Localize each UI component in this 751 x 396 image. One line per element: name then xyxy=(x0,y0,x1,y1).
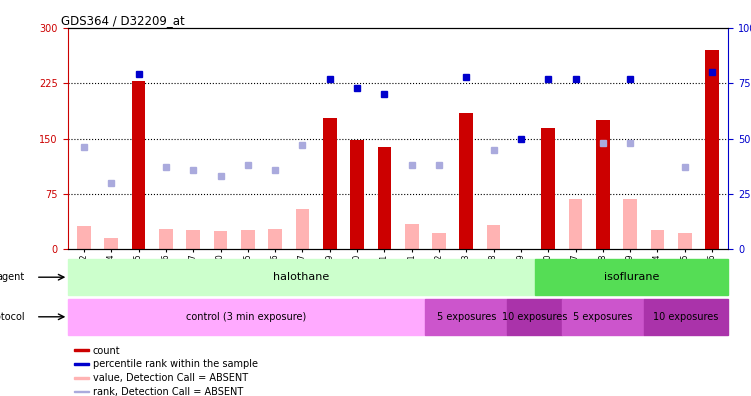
Text: value, Detection Call = ABSENT: value, Detection Call = ABSENT xyxy=(92,373,248,383)
Bar xyxy=(214,231,228,249)
Text: count: count xyxy=(92,346,120,356)
Text: percentile rank within the sample: percentile rank within the sample xyxy=(92,360,258,369)
Text: agent: agent xyxy=(0,272,25,282)
Bar xyxy=(241,230,255,249)
Bar xyxy=(350,140,364,249)
Bar xyxy=(74,363,89,365)
Bar xyxy=(268,229,282,249)
Bar xyxy=(569,199,582,249)
Bar xyxy=(596,202,610,249)
Bar xyxy=(487,225,500,249)
Bar xyxy=(562,299,644,335)
Bar xyxy=(596,120,610,249)
Text: control (3 min exposure): control (3 min exposure) xyxy=(186,312,306,322)
Text: halothane: halothane xyxy=(273,272,329,282)
Bar xyxy=(650,230,665,249)
Text: rank, Detection Call = ABSENT: rank, Detection Call = ABSENT xyxy=(92,387,243,396)
Bar xyxy=(644,299,728,335)
Bar xyxy=(705,50,719,249)
Bar xyxy=(74,391,89,392)
Bar xyxy=(678,233,692,249)
Bar xyxy=(405,224,418,249)
Bar xyxy=(74,377,89,379)
Bar xyxy=(460,113,473,249)
Bar xyxy=(623,199,637,249)
Text: protocol: protocol xyxy=(0,312,25,322)
Bar xyxy=(535,259,728,295)
Bar xyxy=(186,230,200,249)
Bar xyxy=(507,299,562,335)
Bar xyxy=(159,229,173,249)
Bar xyxy=(77,226,91,249)
Bar xyxy=(131,81,146,249)
Text: 5 exposures: 5 exposures xyxy=(573,312,632,322)
Bar xyxy=(74,349,89,351)
Text: 5 exposures: 5 exposures xyxy=(436,312,496,322)
Bar xyxy=(425,299,507,335)
Text: 10 exposures: 10 exposures xyxy=(502,312,567,322)
Text: 10 exposures: 10 exposures xyxy=(653,312,719,322)
Bar xyxy=(68,259,535,295)
Bar xyxy=(323,118,336,249)
Bar xyxy=(104,238,118,249)
Text: isoflurane: isoflurane xyxy=(604,272,659,282)
Bar xyxy=(68,299,425,335)
Bar xyxy=(296,209,309,249)
Text: GDS364 / D32209_at: GDS364 / D32209_at xyxy=(61,13,185,27)
Bar xyxy=(378,147,391,249)
Bar xyxy=(432,233,446,249)
Bar xyxy=(541,128,555,249)
